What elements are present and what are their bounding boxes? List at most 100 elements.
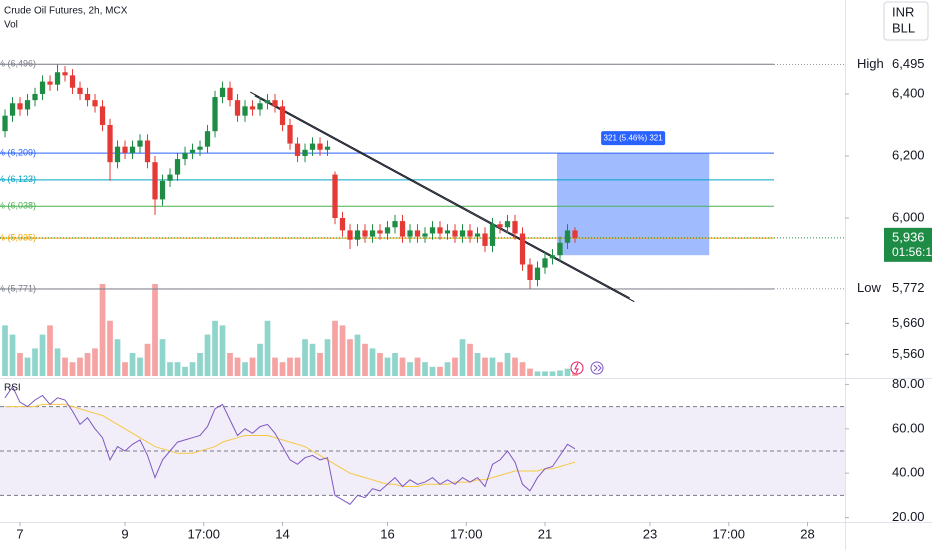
volume-bar bbox=[362, 343, 368, 376]
volume-bar bbox=[452, 357, 458, 376]
alert-icon[interactable] bbox=[570, 361, 584, 375]
candle-body bbox=[527, 264, 533, 281]
candle-body bbox=[549, 255, 556, 259]
volume-bar bbox=[279, 362, 286, 376]
volume-bar bbox=[347, 339, 353, 376]
volume-bar bbox=[84, 353, 91, 376]
volume-bar bbox=[174, 362, 181, 376]
position-label: 321 (5.46%) 321 bbox=[604, 133, 664, 142]
pane-buttons[interactable] bbox=[570, 361, 604, 375]
volume-bar bbox=[2, 325, 8, 376]
candle-body bbox=[264, 100, 271, 104]
chart-title: Crude Oil Futures, 2h, MCX bbox=[4, 6, 128, 17]
volume-bar bbox=[489, 357, 496, 376]
volume-bar bbox=[504, 353, 511, 376]
candle-body bbox=[272, 100, 278, 107]
candle-body bbox=[399, 221, 406, 237]
y-tick-label: 6,400 bbox=[892, 85, 925, 100]
volume-bar bbox=[114, 339, 121, 376]
x-tick-label: 17:00 bbox=[187, 526, 220, 541]
candle-body bbox=[332, 174, 338, 218]
candle-body bbox=[429, 227, 436, 234]
candle-body bbox=[317, 143, 323, 150]
candle-body bbox=[557, 242, 563, 256]
volume-bar bbox=[429, 366, 436, 376]
volume-bar bbox=[414, 357, 421, 376]
fib-label: 0% (6,123) bbox=[0, 174, 36, 184]
x-tick-label: 28 bbox=[800, 526, 814, 541]
rsi-label: RSI bbox=[4, 383, 21, 394]
volume-bar bbox=[122, 362, 128, 376]
volume-bar bbox=[92, 348, 98, 376]
volume-bar bbox=[519, 362, 526, 376]
x-tick-label: 17:00 bbox=[712, 526, 745, 541]
volume-bar bbox=[242, 362, 248, 376]
extreme-label: Low bbox=[857, 280, 881, 295]
candle-body bbox=[122, 146, 128, 153]
volume-bar bbox=[182, 366, 188, 376]
volume-bar bbox=[234, 357, 241, 376]
volume-bar bbox=[459, 339, 466, 376]
candle-body bbox=[564, 230, 571, 243]
position-box bbox=[557, 153, 710, 256]
price-pane: 321 (5.46%) 321 0% (6,496) 0% (6,209) 0% (6… bbox=[0, 59, 845, 376]
x-tick-label: 17:00 bbox=[450, 526, 483, 541]
volume-bar bbox=[527, 368, 533, 376]
candle-body bbox=[384, 227, 391, 234]
candle-body bbox=[144, 140, 151, 163]
volume-bar bbox=[129, 353, 136, 376]
volume-bar bbox=[32, 348, 38, 376]
candle-body bbox=[294, 143, 301, 156]
volume-bar bbox=[24, 357, 31, 376]
candle-body bbox=[467, 230, 473, 237]
candle-body bbox=[414, 230, 421, 237]
x-tick-label: 9 bbox=[121, 526, 128, 541]
volume-bar bbox=[482, 357, 488, 376]
volume-bar bbox=[542, 371, 548, 376]
fib-label: 0% (6,038) bbox=[0, 201, 36, 211]
candle-body bbox=[107, 124, 113, 163]
volume-bar bbox=[249, 357, 256, 376]
volume-bar bbox=[197, 353, 203, 376]
volume-bar bbox=[392, 353, 398, 376]
candle-body bbox=[84, 93, 91, 101]
volume-bar bbox=[407, 362, 413, 376]
candle-body bbox=[99, 106, 106, 125]
volume-bar bbox=[317, 353, 323, 376]
x-tick-label: 7 bbox=[16, 526, 23, 541]
volume-bar bbox=[227, 353, 233, 376]
x-tick-label: 21 bbox=[538, 526, 552, 541]
volume-bar bbox=[152, 284, 158, 376]
candle-body bbox=[129, 146, 136, 153]
candle-body bbox=[77, 87, 83, 94]
last-price-label: 5,936 bbox=[892, 229, 925, 244]
candle-body bbox=[24, 100, 31, 110]
candle-body bbox=[407, 230, 413, 237]
position-label-box bbox=[601, 131, 666, 146]
candle-body bbox=[504, 221, 511, 228]
candle-body bbox=[54, 72, 61, 85]
candle-body bbox=[69, 75, 76, 88]
volume-bar bbox=[69, 362, 76, 376]
rsi-tick-label: 20.00 bbox=[892, 509, 925, 524]
volume-bar bbox=[77, 357, 83, 376]
candle-body bbox=[437, 227, 443, 234]
volume-bar bbox=[512, 357, 518, 376]
volume-bar bbox=[309, 343, 316, 376]
volume-bar bbox=[264, 320, 271, 376]
candle-body bbox=[534, 267, 541, 281]
currency-box[interactable] bbox=[883, 1, 929, 41]
volume-bar bbox=[99, 284, 106, 376]
volume-bar bbox=[62, 357, 68, 376]
volume-label: Vol bbox=[4, 20, 18, 31]
volume-bar bbox=[159, 339, 166, 376]
candle-body bbox=[9, 103, 16, 116]
volume-bar bbox=[287, 357, 293, 376]
volume-bar bbox=[212, 320, 218, 376]
candle-body bbox=[189, 149, 196, 153]
candle-body bbox=[234, 100, 241, 116]
candle-body bbox=[369, 230, 376, 237]
candle-body bbox=[452, 230, 458, 237]
volume-bar bbox=[294, 357, 301, 376]
candle-body bbox=[309, 143, 316, 150]
